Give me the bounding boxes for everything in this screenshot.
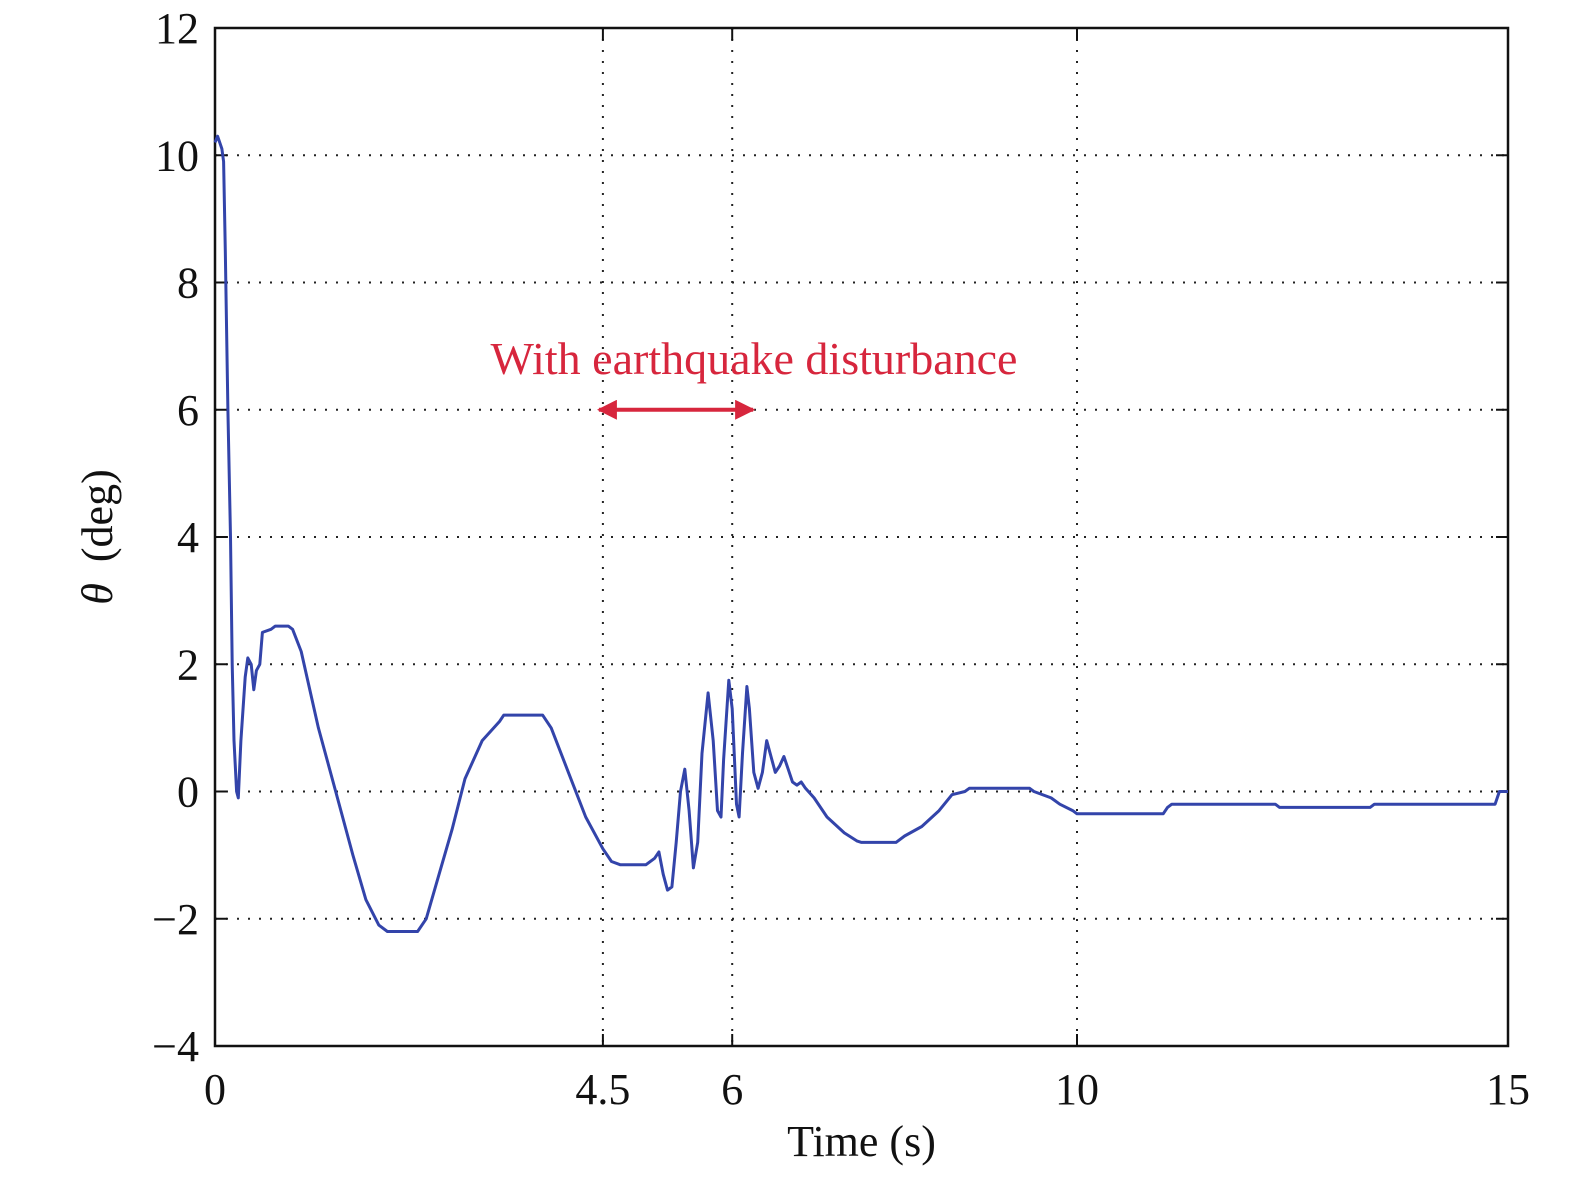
y-tick-label: −2 (152, 895, 199, 944)
x-axis-title: Time (s) (787, 1117, 936, 1166)
theta-series-line (213, 134, 1508, 933)
series-layer (213, 134, 1508, 933)
y-tick-label: 4 (177, 513, 199, 562)
y-axis-unit: (deg) (73, 469, 122, 562)
plot-area-frame (213, 26, 1510, 1048)
x-tick-label: 15 (1486, 1065, 1530, 1114)
x-tick-label: 10 (1055, 1065, 1099, 1114)
x-tick-label: 4.5 (575, 1065, 630, 1114)
y-tick-label: 0 (177, 768, 199, 817)
y-axis-symbol: θ (73, 583, 122, 605)
y-tick-label: −4 (152, 1022, 199, 1071)
x-tick-label: 0 (204, 1065, 226, 1114)
annotation-text: With earthquake disturbance (491, 333, 1018, 384)
y-tick-label: 6 (177, 386, 199, 435)
y-tick-label: 8 (177, 259, 199, 308)
y-tick-label: 2 (177, 640, 199, 689)
annotation-layer: With earthquake disturbance (491, 333, 1018, 420)
ticks-layer: 0 4.5 6 10 15 12 10 8 6 4 2 0 −2 −4 (152, 4, 1530, 1114)
y-axis-title: θ (deg) (73, 469, 122, 604)
grid-layer (215, 28, 1508, 1046)
x-tick-label: 6 (721, 1065, 743, 1114)
y-tick-label: 12 (155, 4, 199, 53)
y-tick-label: 10 (155, 131, 199, 180)
